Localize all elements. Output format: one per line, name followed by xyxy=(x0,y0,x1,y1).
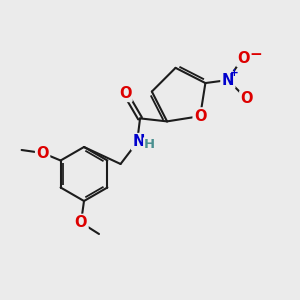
Text: O: O xyxy=(241,92,253,106)
Text: O: O xyxy=(194,109,206,124)
Text: N: N xyxy=(222,73,234,88)
Text: −: − xyxy=(249,47,262,62)
Text: O: O xyxy=(238,51,250,66)
Text: +: + xyxy=(230,68,238,78)
Text: O: O xyxy=(36,146,49,160)
Text: H: H xyxy=(144,138,155,151)
Text: O: O xyxy=(75,215,87,230)
Text: N: N xyxy=(132,134,145,149)
Text: O: O xyxy=(119,86,131,101)
